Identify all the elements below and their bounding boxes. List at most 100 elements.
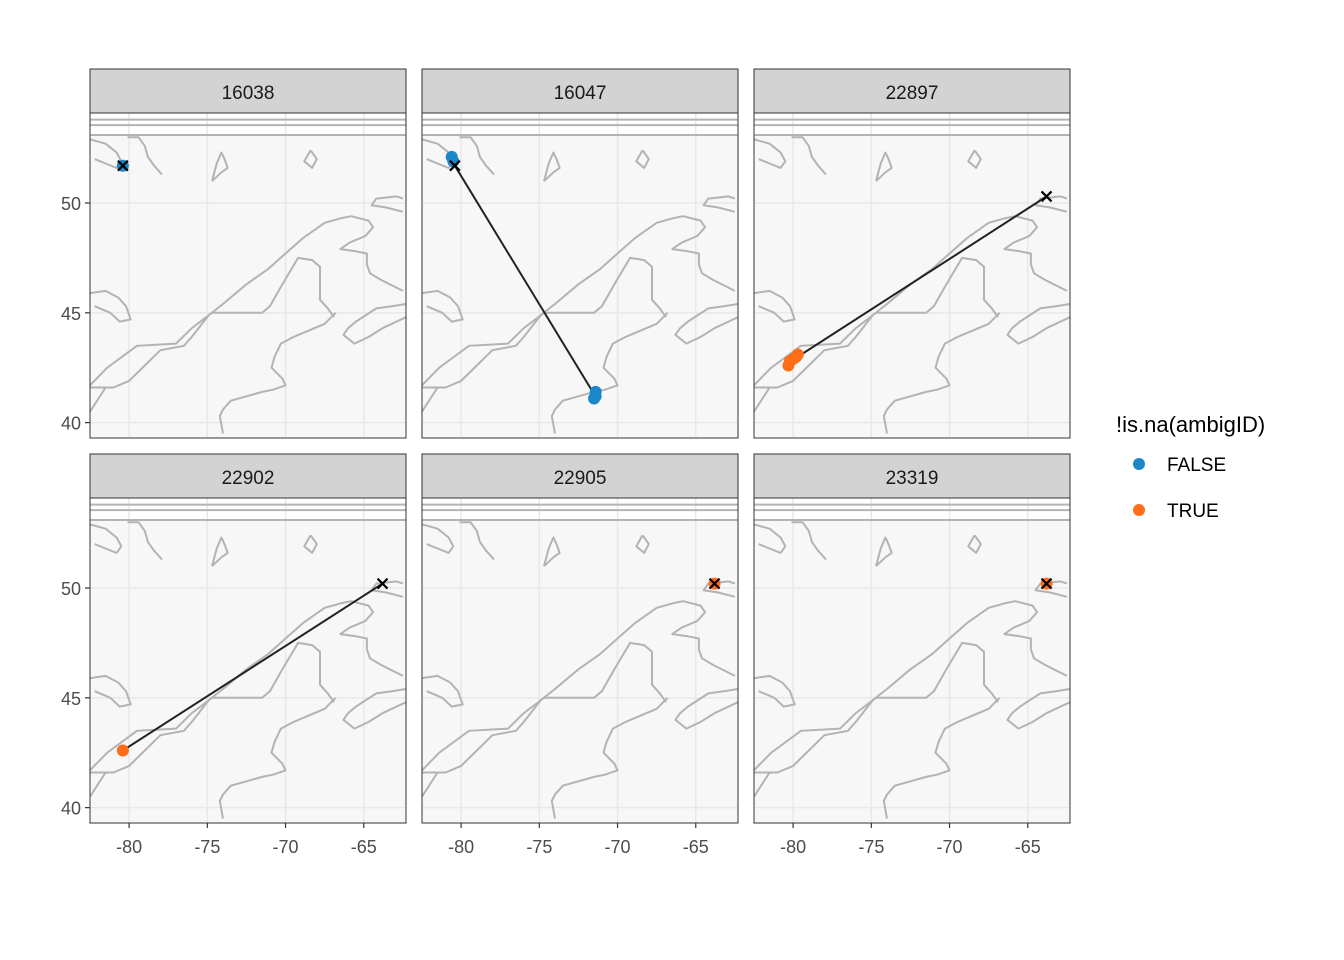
x-tick-label: -75 [526, 837, 552, 857]
coastline [754, 600, 1068, 774]
coastline [967, 534, 982, 554]
facet-panel-22902: 22902 40 45 50 -80 -75 -70 -65 [61, 453, 407, 857]
panel-border [753, 112, 1071, 439]
panel-border [421, 497, 739, 824]
border-line [422, 697, 545, 771]
coastline [90, 289, 132, 323]
land-area [754, 134, 1070, 438]
coastline [459, 521, 495, 561]
panel-content [754, 113, 1070, 438]
land-area [90, 134, 406, 438]
facet-strip [753, 453, 1071, 499]
detection-point [116, 744, 129, 757]
coastline [791, 136, 827, 176]
coastline [342, 303, 406, 345]
coastline [127, 136, 163, 176]
facet-label: 16047 [554, 83, 607, 104]
border-line [90, 312, 213, 386]
deploy-marker-stroke [1040, 190, 1053, 203]
panel-content [422, 113, 738, 438]
coastline [635, 534, 650, 554]
border-line [876, 256, 999, 318]
coastline [875, 536, 893, 567]
x-tick-label: -65 [351, 837, 377, 857]
coastline [218, 697, 337, 819]
y-tick-label: 50 [61, 579, 81, 599]
x-tick-label: -70 [273, 837, 299, 857]
coastline [550, 697, 669, 819]
facet-strip [421, 68, 739, 114]
x-tick-label: -80 [448, 837, 474, 857]
coastline [90, 674, 132, 708]
facet-panel-16047: 16047 [421, 68, 739, 439]
border-line [212, 641, 335, 703]
coastline [90, 771, 107, 798]
coastline [702, 195, 736, 213]
deploy-marker-stroke [376, 577, 389, 590]
facet-label: 22897 [886, 83, 939, 104]
coastline [422, 215, 736, 389]
facet-panel-23319: 23319 -80 -75 -70 -65 [753, 453, 1071, 857]
coastline [1006, 303, 1070, 345]
coastline [674, 688, 738, 730]
facet-strip [89, 68, 407, 114]
coastline [90, 523, 123, 554]
track-line [797, 195, 1048, 358]
facet-panels: 16038 40 45 50 16047 22897 22902 40 45 50 -80 -75 -7… [61, 68, 1071, 857]
panel-content [90, 498, 406, 823]
panel-border [89, 497, 407, 824]
border-line [544, 641, 667, 703]
coastline [422, 674, 464, 708]
coastline [127, 521, 163, 561]
coastline [882, 312, 1001, 434]
coastline [791, 521, 827, 561]
coastline [90, 600, 404, 774]
border-line [754, 697, 877, 771]
coastline [370, 195, 404, 213]
legend-label-true: TRUE [1167, 501, 1219, 522]
land-area [754, 519, 1070, 823]
coastline [422, 289, 464, 323]
coastline [211, 536, 229, 567]
facet-panel-16038: 16038 40 45 50 [61, 68, 407, 439]
x-tick-label: -75 [858, 837, 884, 857]
coastline [754, 386, 771, 413]
coastline [90, 215, 404, 389]
panel-content [90, 113, 406, 438]
border-line [422, 312, 545, 386]
border-line [754, 312, 877, 386]
coastline [702, 580, 736, 598]
facet-label: 22902 [222, 468, 275, 489]
detection-point [588, 392, 601, 405]
coastline [422, 523, 455, 554]
coastline [422, 600, 736, 774]
coastline [875, 151, 893, 182]
border-line [876, 641, 999, 703]
deploy-marker-stroke [1040, 577, 1053, 590]
coastline [303, 534, 318, 554]
coastline [342, 688, 406, 730]
coastline [674, 303, 738, 345]
x-tick-label: -65 [683, 837, 709, 857]
border-line [544, 256, 667, 318]
panel-border [89, 112, 407, 439]
coastline [754, 138, 787, 169]
legend-label-false: FALSE [1167, 455, 1226, 476]
land-area [90, 519, 406, 823]
legend: !is.na(ambigID) FALSE TRUE [1116, 412, 1265, 522]
coastline [90, 386, 107, 413]
detection-point [791, 348, 804, 361]
facet-panel-22905: 22905 -80 -75 -70 -65 [421, 453, 739, 857]
panel-border [421, 112, 739, 439]
coastline [754, 523, 787, 554]
coastline [459, 136, 495, 176]
coastline [754, 674, 796, 708]
coastline [422, 386, 439, 413]
facet-label: 16038 [222, 83, 275, 104]
coastline [882, 697, 1001, 819]
facet-strip [753, 68, 1071, 114]
x-tick-label: -80 [116, 837, 142, 857]
facet-label: 22905 [554, 468, 607, 489]
land-area [422, 134, 738, 438]
